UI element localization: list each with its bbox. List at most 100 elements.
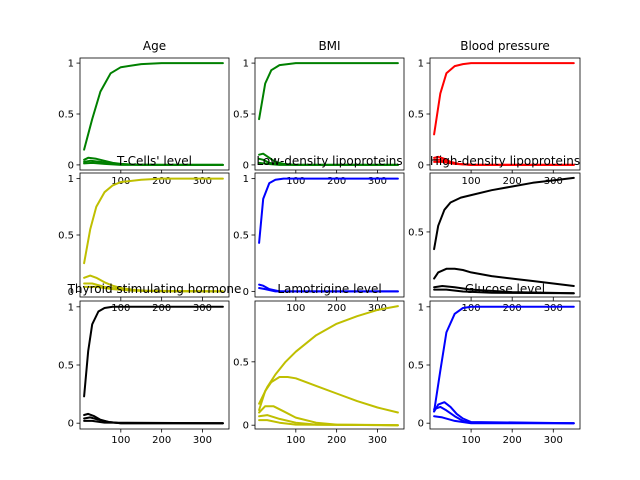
y-tick-label: 0 — [68, 287, 74, 298]
y-tick-label: 1 — [418, 59, 424, 70]
y-tick-label: 0 — [68, 160, 74, 171]
subplot-title: Lamotrigine level — [277, 282, 381, 296]
x-tick-label: 300 — [193, 303, 212, 314]
axes-frame — [429, 172, 581, 298]
series-group — [433, 176, 575, 295]
subplot-title: Blood pressure — [460, 39, 550, 53]
series-line-2 — [433, 267, 575, 287]
x-tick-label: 200 — [152, 176, 171, 187]
y-tick-label: 0.5 — [58, 361, 74, 372]
x-tick-label: 300 — [544, 435, 563, 446]
y-tick-label: 1 — [68, 59, 74, 70]
y-tick-label: 0.5 — [408, 227, 424, 238]
y-tick-label: 0.5 — [58, 110, 74, 121]
subplot-title: Low-density lipoproteins — [256, 154, 402, 168]
subplot-5: 100 200 300 0 0.5 1 Low-density lipoproteins — [233, 154, 405, 314]
series-line-2 — [258, 376, 399, 414]
y-tick-label: 0.5 — [233, 231, 249, 242]
series-line-4 — [433, 415, 575, 425]
x-tick-label: 100 — [111, 303, 130, 314]
y-tick-label: 0 — [243, 421, 249, 432]
subplot-2: 100 200 300 0 0.5 1 BMI — [233, 39, 405, 187]
x-tick-label: 300 — [368, 303, 387, 314]
subplot-title: High-density lipoproteins — [430, 154, 580, 168]
series-line-5 — [258, 419, 399, 427]
subplot-3: 100 200 300 0 0.5 1 Blood pressure — [408, 39, 581, 187]
x-tick-label: 300 — [193, 435, 212, 446]
subplot-title: T-Cells' level — [116, 154, 192, 168]
series-line-1 — [433, 176, 575, 251]
y-tick-label: 1 — [243, 59, 249, 70]
series-line-1 — [83, 177, 224, 265]
series-line-3 — [258, 287, 399, 293]
y-tick-label: 0 — [418, 419, 424, 430]
x-tick-label: 200 — [327, 435, 346, 446]
series-line-1 — [258, 177, 399, 244]
axes-frame — [254, 300, 405, 430]
x-tick-label: 100 — [462, 303, 481, 314]
series-group — [258, 305, 399, 427]
y-tick-label: 0 — [418, 160, 424, 171]
y-tick-label: 0 — [243, 160, 249, 171]
series-line-1 — [433, 62, 575, 136]
series-line-1 — [258, 62, 399, 121]
y-tick-label: 0 — [243, 287, 249, 298]
axes-frame — [79, 172, 230, 298]
series-group — [258, 62, 399, 166]
series-line-4 — [83, 419, 224, 425]
x-tick-label: 200 — [327, 176, 346, 187]
x-tick-label: 300 — [368, 435, 387, 446]
x-tick-label: 200 — [503, 176, 522, 187]
subplot-title: Glucose level — [465, 282, 545, 296]
x-tick-label: 300 — [544, 303, 563, 314]
axes-frame — [254, 172, 405, 298]
x-tick-label: 300 — [544, 176, 563, 187]
y-tick-label: 1 — [243, 174, 249, 185]
y-tick-label: 0.5 — [233, 110, 249, 121]
series-line-4 — [433, 288, 575, 295]
y-tick-label: 1 — [418, 302, 424, 313]
series-group — [433, 62, 575, 166]
y-tick-label: 0 — [68, 419, 74, 430]
series-group — [433, 305, 575, 425]
series-line-1 — [258, 305, 399, 405]
series-group — [83, 305, 224, 425]
series-group — [83, 62, 224, 166]
x-tick-label: 100 — [462, 176, 481, 187]
series-group — [83, 177, 224, 293]
subplot-title: BMI — [318, 39, 340, 53]
subplot-title: Thyroid stimulating hormone — [67, 282, 242, 296]
subplot-8: 100 200 300 0 0.5 Lamotrigine level — [233, 282, 405, 446]
series-line-4 — [83, 285, 224, 293]
series-line-1 — [433, 305, 575, 413]
x-tick-label: 100 — [286, 303, 305, 314]
x-tick-label: 100 — [462, 435, 481, 446]
x-tick-label: 200 — [152, 435, 171, 446]
x-tick-label: 100 — [111, 435, 130, 446]
x-tick-label: 200 — [503, 303, 522, 314]
y-tick-label: 0.5 — [408, 361, 424, 372]
subplot-6: 100 200 300 0.5 High-density lipoproteins — [408, 154, 581, 314]
subplot-title: Age — [143, 39, 166, 53]
y-tick-label: 0.5 — [408, 110, 424, 121]
x-tick-label: 200 — [327, 303, 346, 314]
axes-frame — [79, 300, 230, 430]
subplot-9: 100 200 300 0 0.5 1 Glucose level — [408, 282, 581, 446]
series-line-4 — [433, 160, 575, 166]
series-line-4 — [258, 161, 399, 166]
subplot-4: 100 200 300 0 0.5 1 T-Cells' level — [58, 154, 230, 314]
series-line-1 — [83, 305, 224, 398]
series-group — [258, 177, 399, 293]
x-tick-label: 300 — [193, 176, 212, 187]
x-tick-label: 100 — [286, 435, 305, 446]
y-tick-label: 0.5 — [58, 231, 74, 242]
y-tick-label: 0.5 — [233, 357, 249, 368]
x-tick-label: 300 — [368, 176, 387, 187]
y-tick-label: 1 — [68, 174, 74, 185]
x-tick-label: 200 — [152, 303, 171, 314]
subplot-7: 100 200 300 0 0.5 1 Thyroid stimulating hormon… — [58, 282, 241, 446]
series-line-1 — [83, 62, 224, 151]
y-tick-label: 1 — [68, 302, 74, 313]
x-tick-label: 200 — [503, 435, 522, 446]
